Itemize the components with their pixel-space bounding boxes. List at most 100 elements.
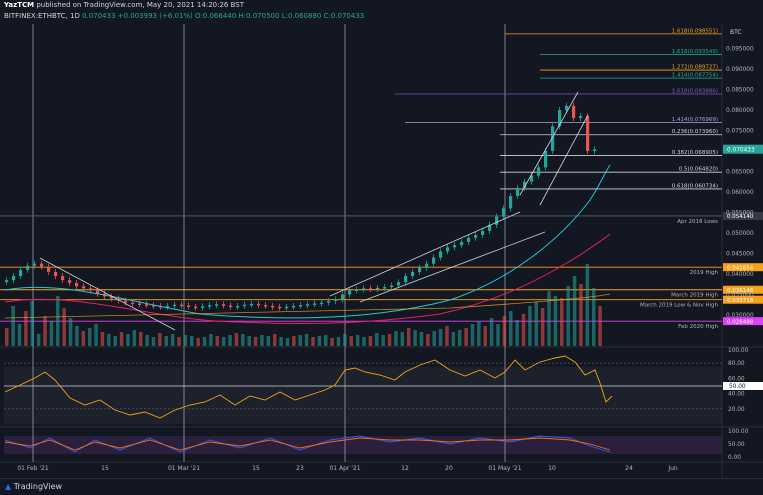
volume-bar bbox=[451, 332, 456, 346]
candle-body bbox=[306, 304, 310, 306]
volume-bar bbox=[247, 336, 251, 346]
volume-bar bbox=[470, 324, 475, 346]
volume-bar bbox=[483, 326, 487, 346]
candle-body bbox=[390, 285, 394, 288]
time-label-1: 15 bbox=[101, 465, 109, 472]
candle-body bbox=[425, 263, 429, 268]
time-label-10: 24 bbox=[625, 465, 633, 472]
wedge-lower-line bbox=[539, 114, 589, 206]
candle-body bbox=[180, 304, 184, 307]
candle-body bbox=[418, 267, 422, 272]
stoch-tick-0: 100.00 bbox=[728, 429, 749, 435]
candle-body bbox=[257, 303, 261, 306]
candle-body bbox=[502, 208, 506, 217]
candle-body bbox=[355, 289, 359, 292]
time-label-0: 01 Feb '21 bbox=[17, 465, 49, 472]
candle-body bbox=[530, 175, 534, 182]
fib-label-3: 1.414(0.087754) bbox=[672, 73, 718, 79]
support-tag-bg-1 bbox=[723, 263, 763, 272]
volume-bar bbox=[572, 276, 577, 346]
candle-body bbox=[215, 304, 219, 306]
chart-header: YazTCM published on TradingView.com, May… bbox=[0, 0, 763, 24]
stoch-k-line bbox=[4, 435, 611, 453]
volume-bar bbox=[177, 337, 181, 346]
volume-bar bbox=[113, 336, 117, 346]
candle-body bbox=[243, 304, 247, 307]
tradingview-logo-icon: ▲ bbox=[5, 482, 12, 491]
symbol-label[interactable]: BITFINEX:ETHBTC, 1D bbox=[4, 12, 80, 20]
candle-body bbox=[47, 266, 51, 272]
candle-body bbox=[278, 306, 282, 309]
candle-body bbox=[152, 305, 156, 307]
volume-bar bbox=[355, 335, 360, 346]
candle-body bbox=[33, 263, 37, 266]
candle-body bbox=[516, 187, 520, 197]
candle-body bbox=[495, 216, 499, 225]
candle-body bbox=[467, 237, 471, 242]
wedge-upper-line bbox=[519, 91, 579, 196]
volume-bar bbox=[298, 335, 302, 346]
price-tick-3: 0.080000 bbox=[726, 108, 754, 114]
support-tag-bg-3 bbox=[723, 295, 763, 304]
tradingview-logo-text: TradingView bbox=[13, 482, 63, 491]
volume-bar bbox=[221, 337, 226, 346]
volume-bar bbox=[368, 336, 373, 346]
price-tick-9: 0.050000 bbox=[726, 231, 754, 237]
candle-body bbox=[236, 305, 240, 308]
volume-bar bbox=[566, 286, 570, 346]
support-tag-2: 0.036148 bbox=[727, 288, 754, 294]
candle-body bbox=[201, 306, 205, 308]
candle-body bbox=[411, 271, 415, 276]
fib-label-6: 0.236(0.073960) bbox=[672, 129, 718, 135]
volume-bar bbox=[68, 318, 73, 346]
volume-bar bbox=[81, 331, 86, 346]
price-tick-7: 0.060000 bbox=[726, 190, 754, 196]
candle-body bbox=[376, 287, 380, 290]
volume-bar bbox=[43, 316, 47, 346]
volume-bar bbox=[292, 336, 296, 346]
volume-bar bbox=[266, 336, 271, 346]
candle-body bbox=[110, 296, 114, 299]
candle-body bbox=[320, 302, 324, 305]
volume-bar bbox=[534, 302, 539, 346]
tradingview-logo[interactable]: ▲ TradingView bbox=[5, 482, 62, 491]
candle-body bbox=[544, 150, 548, 168]
candle-body bbox=[362, 288, 366, 290]
candle-body bbox=[586, 116, 590, 151]
volume-bar bbox=[591, 288, 596, 346]
candle-body bbox=[194, 306, 198, 309]
candle-body bbox=[404, 276, 408, 283]
candle-body bbox=[593, 149, 597, 151]
close-value: C:0.070433 bbox=[323, 12, 365, 20]
publish-text: published on TradingView.com, May 20, 20… bbox=[36, 1, 244, 9]
candle-body bbox=[439, 251, 443, 258]
rsi-line bbox=[4, 355, 613, 419]
volume-bar bbox=[311, 337, 315, 346]
support-label-3: March 2019 Low & Nov High bbox=[640, 303, 719, 309]
candle-body bbox=[271, 305, 275, 308]
rsi-tick-3: 20.00 bbox=[728, 407, 745, 413]
support-tag-0: 0.054140 bbox=[727, 214, 754, 220]
volume-bar bbox=[477, 321, 481, 346]
volume-bar bbox=[151, 337, 156, 346]
volume-bar bbox=[515, 320, 519, 346]
price-tick-4: 0.075000 bbox=[726, 128, 754, 134]
high-value: H:0.070500 bbox=[238, 12, 280, 20]
candle-body bbox=[572, 105, 576, 119]
rsi-value-tag: 50.00 bbox=[729, 384, 746, 390]
fib-label-2: 1.272(0.089727) bbox=[672, 65, 718, 71]
candle-body bbox=[208, 305, 212, 307]
last-price: 0.070433 bbox=[82, 12, 116, 20]
candle-body bbox=[551, 126, 555, 151]
price-tick-0: 0.095000 bbox=[726, 46, 754, 52]
low-value: L:0.060880 bbox=[281, 12, 322, 20]
author-name[interactable]: YazTCM bbox=[4, 1, 35, 9]
volume-bar bbox=[413, 330, 417, 346]
stoch-d-line bbox=[4, 437, 611, 451]
volume-bar bbox=[496, 324, 500, 346]
volume-bar bbox=[509, 311, 513, 346]
volume-bar bbox=[138, 332, 143, 346]
support-tag-3: 0.033718 bbox=[727, 298, 754, 304]
volume-bar bbox=[489, 318, 494, 346]
